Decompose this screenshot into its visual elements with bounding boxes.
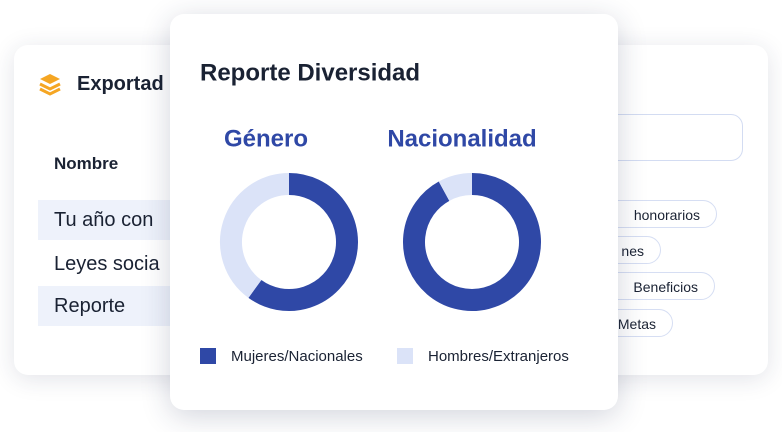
card-title: Exportad (77, 73, 164, 95)
donut-segment (438, 173, 473, 202)
legend-label: Hombres/Extranjeros (428, 348, 569, 365)
chart-title: Nacionalidad (387, 125, 536, 152)
row[interactable]: Tu año con (38, 200, 188, 240)
legend-swatch (397, 348, 413, 364)
layers-icon (39, 74, 61, 96)
column-header: Nombre (54, 154, 119, 173)
chart-title: Género (224, 125, 308, 152)
row[interactable]: Reporte (38, 286, 188, 326)
donut-segment (403, 173, 541, 311)
legend-swatch (200, 348, 216, 364)
report-chart: Reporte Diversidad Género Nacionalidad Muj… (200, 59, 569, 365)
donut-segment (248, 173, 358, 311)
report-card: Reporte Diversidad Género Nacionalidad Muj… (170, 14, 618, 410)
legend-label: Mujeres/Nacionales (231, 348, 363, 365)
row[interactable]: Leyes socia (54, 253, 160, 275)
donut-segment (220, 173, 290, 298)
report-title: Reporte Diversidad (200, 59, 420, 86)
